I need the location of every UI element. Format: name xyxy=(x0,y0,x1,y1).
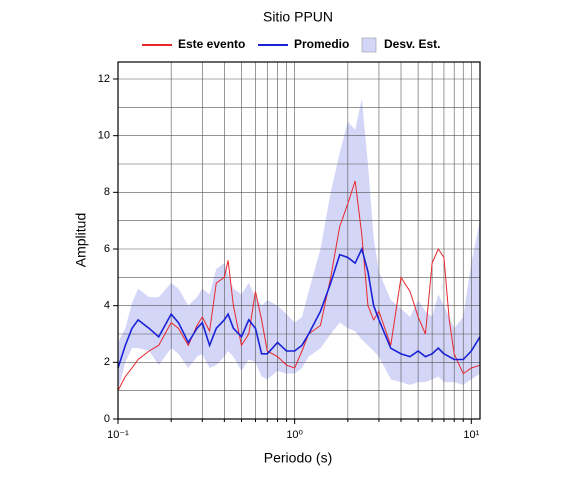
x-tick-label: 10⁰ xyxy=(286,429,303,441)
series-line xyxy=(117,246,481,369)
y-tick-label: 10 xyxy=(98,130,110,142)
y-tick-label: 2 xyxy=(104,356,110,368)
x-tick-label: 10⁻¹ xyxy=(107,429,129,441)
y-tick-label: 0 xyxy=(104,413,110,425)
legend-text: Desv. Est. xyxy=(384,37,440,51)
legend-text: Promedio xyxy=(294,37,349,51)
plot-frame xyxy=(117,61,481,420)
y-tick-label: 12 xyxy=(98,73,110,85)
y-tick-label: 6 xyxy=(104,243,110,255)
chart-title: Sitio PPUN xyxy=(263,9,333,25)
x-tick-label: 10¹ xyxy=(463,429,479,441)
std-band xyxy=(118,98,480,391)
y-axis-label: Amplitud xyxy=(73,213,89,267)
y-tick-label: 4 xyxy=(104,300,110,312)
x-axis-label: Periodo (s) xyxy=(264,450,332,466)
legend-swatch xyxy=(361,37,377,53)
y-tick-label: 8 xyxy=(104,186,110,198)
series-line xyxy=(117,180,481,391)
legend-text: Este evento xyxy=(178,37,245,51)
